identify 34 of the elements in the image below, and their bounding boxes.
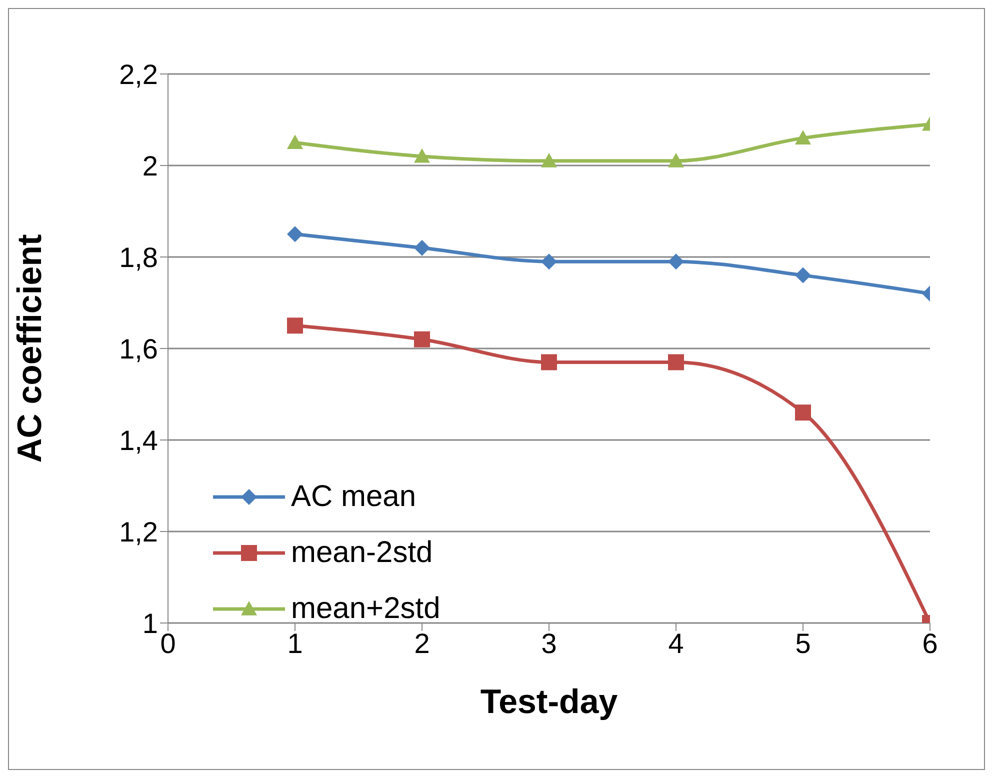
x-tick-label: 1 (287, 628, 303, 659)
point (541, 354, 557, 370)
y-tick-label: 1,2 (119, 516, 158, 548)
point (414, 148, 430, 163)
y-tick-label: 1,4 (119, 424, 158, 456)
y-tick-label: 1 (142, 608, 158, 639)
y-axis-title: AC coefficient (11, 234, 50, 463)
x-tick-label: 5 (795, 628, 811, 659)
y-tick-label: 1,6 (119, 333, 158, 364)
x-tick-label: 4 (668, 628, 684, 659)
point (287, 134, 303, 150)
point (795, 267, 811, 284)
point (795, 404, 811, 421)
x-axis-title: Test-day (480, 683, 618, 721)
x-tick-label: 3 (541, 628, 557, 659)
point (668, 152, 684, 168)
x-tick-label: 0 (160, 628, 176, 659)
point (287, 226, 303, 242)
legend-label: AC mean (291, 480, 416, 514)
point (414, 331, 430, 348)
point (541, 152, 557, 168)
x-tick-label: 2 (414, 628, 430, 659)
x-tick-label: 6 (922, 628, 938, 659)
point (668, 354, 684, 370)
y-tick-label: 2 (142, 150, 158, 182)
point (287, 318, 303, 334)
point (414, 240, 430, 256)
point (795, 130, 811, 144)
point (541, 254, 557, 270)
legend-label: mean+2std (291, 592, 440, 626)
point (668, 254, 684, 270)
y-tick-label: 1,8 (119, 242, 158, 273)
legend-label: mean-2std (291, 536, 433, 570)
y-tick-label: 2,2 (119, 58, 158, 90)
